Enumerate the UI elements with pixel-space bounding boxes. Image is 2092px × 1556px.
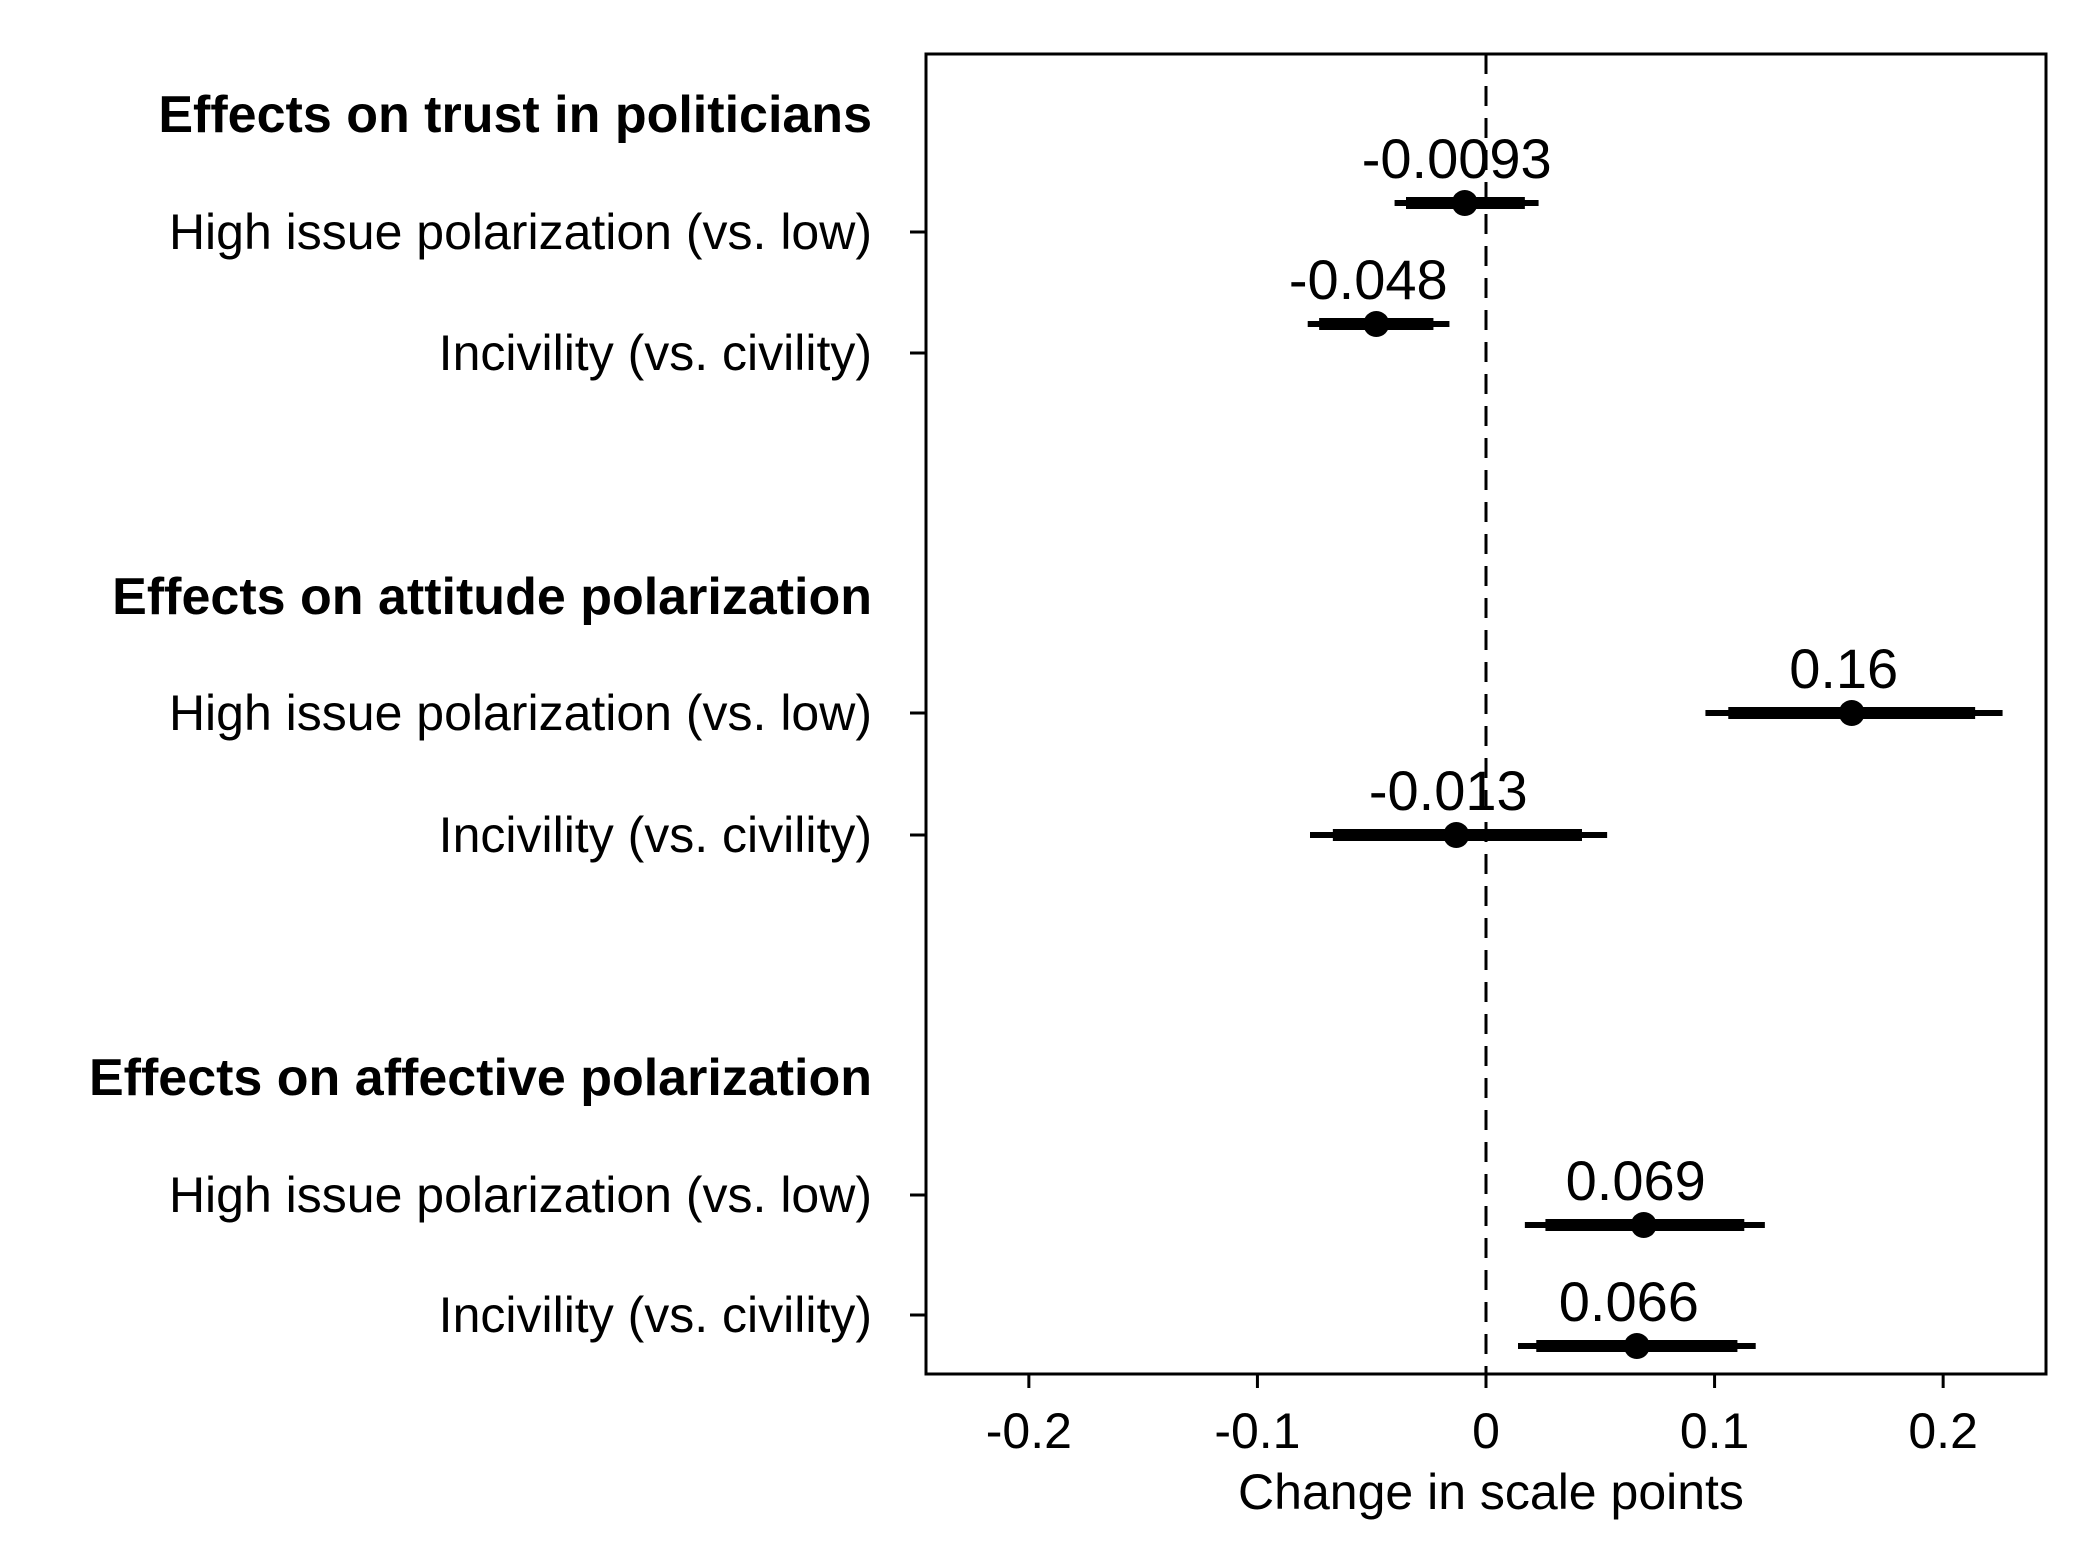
point-estimate: [1363, 311, 1390, 337]
row-label: High issue polarization (vs. low): [169, 685, 872, 741]
point-estimate: [1630, 1212, 1657, 1238]
row-label: Incivility (vs. civility): [439, 1287, 872, 1343]
x-tick-label: 0: [1472, 1403, 1500, 1459]
estimate-label: -0.048: [1289, 248, 1448, 311]
estimate-label: 0.069: [1566, 1149, 1706, 1212]
row-label: High issue polarization (vs. low): [169, 204, 872, 260]
estimate-label: -0.0093: [1362, 127, 1552, 190]
row-label: Incivility (vs. civility): [439, 325, 872, 381]
x-tick-label: -0.1: [1214, 1403, 1300, 1459]
estimate-label: 0.16: [1789, 637, 1898, 700]
x-tick-label: -0.2: [986, 1403, 1072, 1459]
group-title-trust: Effects on trust in politicians: [158, 86, 872, 144]
group-title-affective: Effects on affective polarization: [89, 1049, 872, 1107]
estimate-label: 0.066: [1559, 1270, 1699, 1333]
group-title-attitude: Effects on attitude polarization: [112, 568, 872, 626]
row-label: High issue polarization (vs. low): [169, 1167, 872, 1223]
row-label: Incivility (vs. civility): [439, 807, 872, 863]
x-tick-label: 0.1: [1680, 1403, 1750, 1459]
point-estimate: [1838, 700, 1865, 726]
point-estimate: [1451, 190, 1478, 216]
x-tick-label: 0.2: [1908, 1403, 1978, 1459]
point-estimate: [1623, 1333, 1650, 1359]
point-estimate: [1443, 822, 1470, 848]
estimate-label: -0.013: [1369, 759, 1528, 822]
x-axis-label: Change in scale points: [1238, 1464, 1744, 1520]
